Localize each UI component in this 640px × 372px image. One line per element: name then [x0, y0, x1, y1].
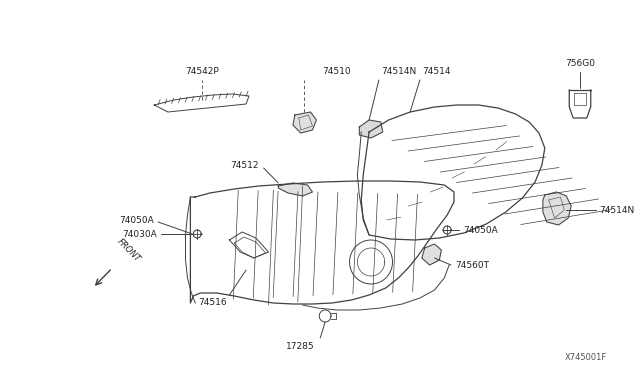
Polygon shape [293, 112, 316, 133]
Polygon shape [359, 120, 383, 138]
Text: 74514N: 74514N [600, 205, 635, 215]
Text: 74510: 74510 [322, 67, 351, 76]
Text: 74514: 74514 [422, 67, 451, 76]
Text: 74516: 74516 [198, 298, 227, 307]
Text: 17285: 17285 [286, 342, 314, 351]
Text: FRONT: FRONT [115, 237, 142, 264]
Text: 74560T: 74560T [455, 260, 489, 269]
Text: 74514N: 74514N [381, 67, 416, 76]
Polygon shape [422, 244, 442, 265]
Text: 74512: 74512 [230, 160, 259, 170]
Text: 756G0: 756G0 [565, 59, 595, 68]
Polygon shape [543, 192, 571, 225]
Text: 74050A: 74050A [120, 215, 154, 224]
Text: X745001F: X745001F [565, 353, 607, 362]
Text: 74030A: 74030A [122, 230, 157, 238]
Polygon shape [278, 183, 312, 196]
Text: 74050A: 74050A [463, 225, 497, 234]
Text: 74542P: 74542P [185, 67, 219, 76]
